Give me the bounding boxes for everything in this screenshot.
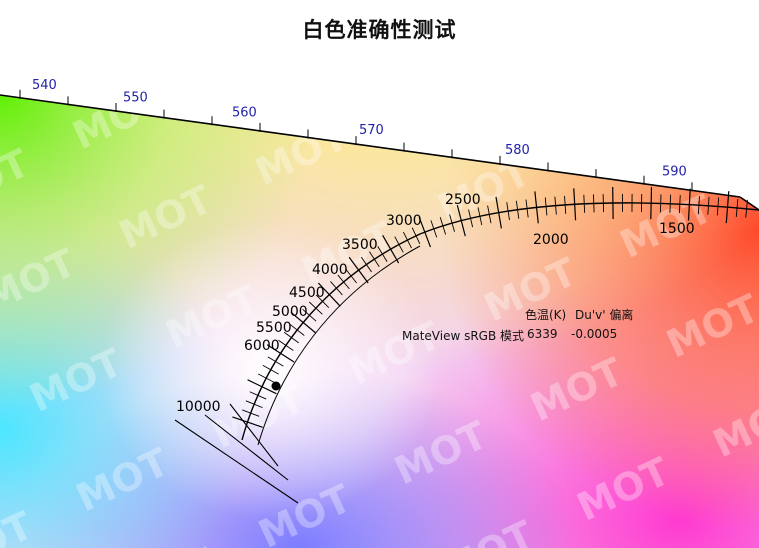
table-row-label: MateView sRGB 模式 [402, 329, 525, 343]
isotemperature-tick [317, 282, 341, 307]
isotemperature-tick [262, 364, 279, 375]
isotemperature-tick [697, 196, 700, 215]
cct-label: 4500 [289, 285, 325, 301]
table-row-duv: -0.0005 [571, 327, 618, 341]
wavelength-label: 590 [662, 165, 687, 180]
table-header-duv: Du'v' 偏离 [575, 308, 634, 322]
isotemperature-tick [659, 194, 662, 213]
cct-label: 2500 [445, 192, 481, 208]
isotemperature-tick [266, 344, 295, 363]
cct-label: 4000 [312, 262, 348, 278]
wavelength-ticks [19, 89, 693, 192]
isotemperature-tick [725, 191, 730, 224]
isotemperature-tick [707, 196, 710, 215]
isotemperature-tick [487, 205, 492, 224]
measured-white-point [271, 381, 281, 391]
isotemperature-tick [278, 339, 294, 351]
isotemperature-tick [669, 194, 672, 213]
isotemperature-tick [348, 256, 369, 284]
isotemperature-tick [534, 191, 539, 224]
isotemperature-tick [564, 195, 567, 214]
isotemperature-tick [506, 202, 510, 221]
cct-label: 1500 [659, 221, 695, 237]
isotemperature-tick [430, 220, 438, 238]
isotemperature-tick [290, 311, 316, 334]
cct-label: 10000 [176, 399, 221, 415]
isotemperature-tick [468, 209, 474, 228]
isotemperature-tick [258, 373, 275, 383]
isotemperature-tick [716, 197, 720, 216]
isotemperature-tick [394, 236, 404, 253]
isotemperature-tick [315, 294, 330, 308]
isotemperature-tick [289, 324, 305, 336]
wavelength-label: 560 [232, 105, 257, 120]
isotemperature-tick [678, 195, 681, 214]
cct-label: 5500 [256, 320, 292, 336]
isotemperature-tick [402, 231, 412, 249]
cct-label: 3500 [342, 237, 378, 253]
isotemperature-tick [573, 188, 577, 221]
isotemperature-tick [377, 246, 388, 262]
spectral-locus-line [0, 94, 741, 198]
isotemperature-lines [174, 186, 748, 504]
table-header-cct: 色温(K) [525, 308, 567, 322]
table-row-cct: 6339 [527, 327, 558, 341]
wavelength-label: 550 [123, 90, 148, 105]
isotemperature-tick [308, 301, 323, 315]
planckian-locus [241, 202, 759, 441]
isotemperature-tick [650, 187, 653, 220]
isotemperature-tick [232, 416, 263, 428]
isotemperature-tick [302, 308, 317, 322]
isotemperature-tick [456, 204, 466, 237]
chart-title: 白色准确性测试 [302, 18, 457, 42]
isotemperature-tick [345, 268, 357, 284]
isotemperature-tick [330, 281, 343, 296]
isotemperature-tick [687, 188, 691, 221]
isotemperature-tick [242, 409, 260, 417]
isotemperature-tick [247, 379, 277, 395]
isotemperature-tick [515, 200, 520, 219]
isotemperature-tick [449, 214, 455, 232]
isotemperature-tick [439, 217, 447, 235]
isotemperature-tick [583, 194, 586, 213]
isotemperature-tick [411, 227, 421, 245]
isotemperature-line-long [204, 414, 289, 481]
isotemperature-tick [544, 197, 548, 216]
isotemperature-tick [249, 391, 267, 400]
isotemperature-tick [360, 256, 372, 273]
isotemperature-tick [525, 199, 529, 218]
isotemperature-tick [477, 207, 483, 226]
isotemperature-tick [735, 198, 739, 217]
isotemperature-tick [283, 331, 299, 344]
cct-label: 3000 [386, 213, 422, 229]
wavelength-label: 540 [32, 78, 57, 93]
wavelength-label: 570 [359, 123, 384, 138]
wavelength-label: 580 [505, 143, 530, 158]
isotemperature-tick [593, 194, 595, 213]
isotemperature-tick [337, 274, 350, 290]
cct-label: 6000 [244, 338, 280, 354]
isotemperature-tick [267, 356, 284, 367]
isotemperature-line-long [229, 403, 279, 467]
isotemperature-tick [245, 400, 263, 409]
cct-label: 5000 [272, 304, 308, 320]
planckian-locus-lower-rail [257, 245, 421, 446]
isotemperature-tick [418, 216, 432, 248]
spectral-locus-line-end [739, 196, 759, 211]
isotemperature-tick [554, 196, 557, 215]
isotemperature-tick [369, 251, 380, 267]
isotemperature-tick [745, 199, 748, 218]
isotemperature-tick [495, 196, 502, 229]
cct-label: 2000 [533, 232, 569, 248]
isotemperature-line-long [174, 419, 299, 504]
isotemperature-tick [382, 235, 400, 264]
wavelength-labels: 540 550 560 570 580 590 [32, 78, 687, 180]
